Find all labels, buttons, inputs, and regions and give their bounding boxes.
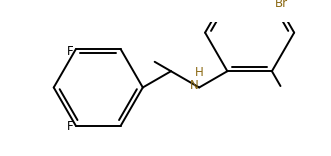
Text: F: F	[67, 119, 73, 133]
Text: H: H	[195, 66, 204, 79]
Text: N: N	[190, 79, 198, 92]
Text: Br: Br	[275, 0, 288, 10]
Text: F: F	[67, 45, 73, 58]
